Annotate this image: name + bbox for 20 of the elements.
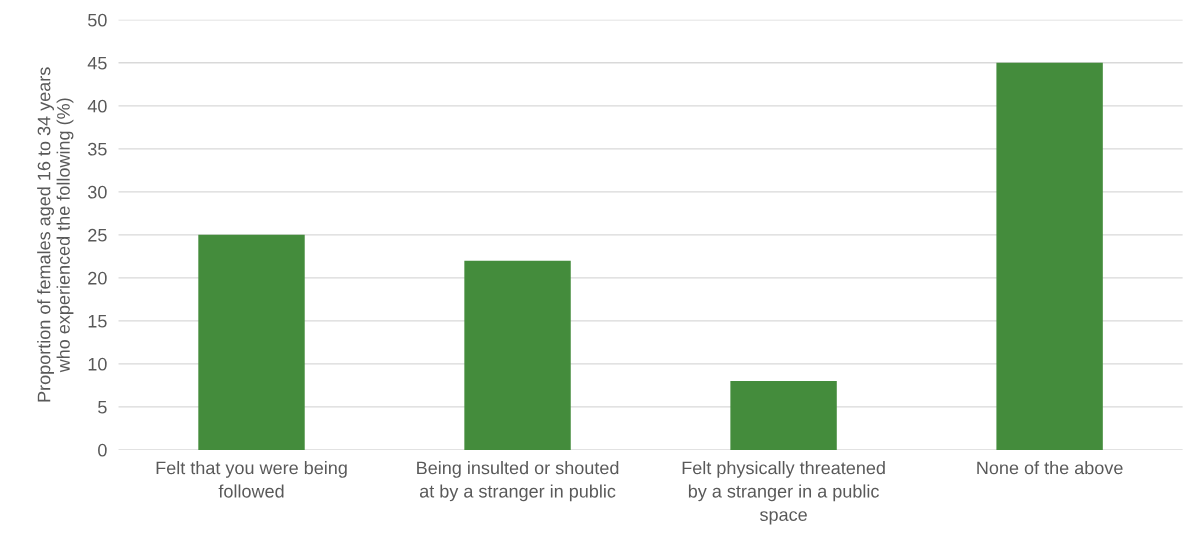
bar (730, 381, 837, 450)
bar (996, 62, 1103, 450)
y-tick-label: 40 (87, 99, 107, 113)
x-tick-label: Felt that you were being followed (156, 461, 347, 498)
y-tick-label: 0 (98, 443, 107, 457)
y-tick-label: 5 (98, 401, 107, 414)
y-tick-label: 15 (88, 314, 107, 328)
x-tick-label: Being insulted or shouted at by a stranger in public (417, 461, 619, 502)
bar (464, 260, 571, 450)
x-tick-label: None of the above (977, 461, 1123, 475)
y-tick-label: 10 (88, 357, 107, 371)
y-axis-title: Proportion of females aged 16 to 34 years who experienced the following (%) (37, 67, 74, 402)
x-tick-label: Felt physically threatened by a stranger in a public space (682, 461, 885, 525)
y-tick-label: 25 (88, 228, 107, 242)
y-tick-label: 35 (88, 142, 107, 156)
y-tick-label: 45 (87, 56, 107, 70)
y-tick-label: 50 (88, 13, 107, 27)
y-tick-label: 30 (88, 185, 107, 199)
y-tick-label: 20 (88, 271, 107, 285)
bar (198, 234, 305, 450)
